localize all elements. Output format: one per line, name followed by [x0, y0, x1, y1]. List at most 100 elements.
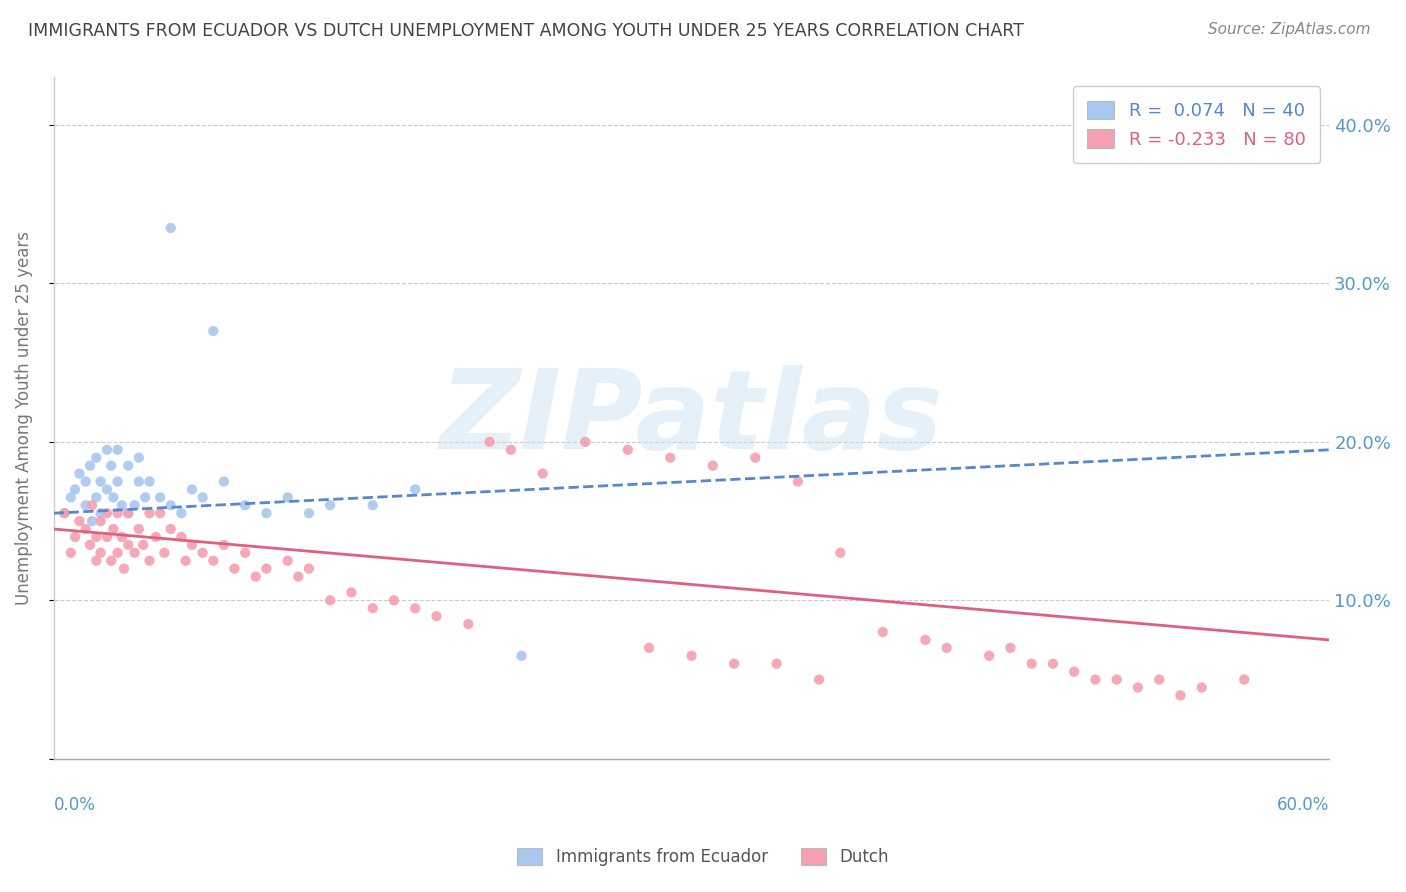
Point	[103, 522, 125, 536]
Point	[245, 569, 267, 583]
Point	[145, 530, 167, 544]
Point	[159, 522, 181, 536]
Point	[96, 442, 118, 457]
Point	[107, 546, 129, 560]
Point	[786, 475, 808, 489]
Point	[361, 498, 384, 512]
Point	[202, 324, 225, 338]
Point	[128, 522, 150, 536]
Point	[830, 546, 852, 560]
Point	[872, 625, 894, 640]
Point	[170, 530, 193, 544]
Point	[212, 538, 235, 552]
Point	[96, 506, 118, 520]
Point	[138, 475, 160, 489]
Point	[117, 506, 139, 520]
Point	[319, 498, 342, 512]
Point	[124, 546, 146, 560]
Point	[82, 514, 104, 528]
Point	[935, 640, 957, 655]
Point	[340, 585, 363, 599]
Point	[1000, 640, 1022, 655]
Point	[117, 506, 139, 520]
Point	[277, 491, 299, 505]
Text: 0.0%: 0.0%	[53, 797, 96, 814]
Point	[149, 506, 172, 520]
Point	[53, 506, 76, 520]
Point	[67, 467, 90, 481]
Point	[103, 491, 125, 505]
Point	[63, 530, 86, 544]
Point	[112, 561, 135, 575]
Point	[1063, 665, 1085, 679]
Point	[702, 458, 724, 473]
Point	[82, 498, 104, 512]
Point	[191, 546, 214, 560]
Text: 60.0%: 60.0%	[1277, 797, 1329, 814]
Point	[808, 673, 831, 687]
Text: Source: ZipAtlas.com: Source: ZipAtlas.com	[1208, 22, 1371, 37]
Point	[128, 450, 150, 465]
Point	[616, 442, 638, 457]
Point	[159, 221, 181, 235]
Point	[202, 554, 225, 568]
Point	[128, 475, 150, 489]
Point	[191, 491, 214, 505]
Point	[574, 434, 596, 449]
Point	[75, 475, 97, 489]
Point	[138, 554, 160, 568]
Point	[382, 593, 405, 607]
Point	[90, 475, 112, 489]
Point	[361, 601, 384, 615]
Point	[233, 498, 256, 512]
Legend: R =  0.074   N = 40, R = -0.233   N = 80: R = 0.074 N = 40, R = -0.233 N = 80	[1073, 87, 1320, 163]
Point	[117, 538, 139, 552]
Point	[425, 609, 447, 624]
Point	[100, 554, 122, 568]
Point	[107, 475, 129, 489]
Y-axis label: Unemployment Among Youth under 25 years: Unemployment Among Youth under 25 years	[15, 231, 32, 605]
Point	[86, 554, 108, 568]
Point	[1042, 657, 1064, 671]
Point	[86, 491, 108, 505]
Point	[212, 475, 235, 489]
Point	[254, 506, 277, 520]
Point	[59, 491, 82, 505]
Point	[319, 593, 342, 607]
Point	[638, 640, 661, 655]
Text: IMMIGRANTS FROM ECUADOR VS DUTCH UNEMPLOYMENT AMONG YOUTH UNDER 25 YEARS CORRELA: IMMIGRANTS FROM ECUADOR VS DUTCH UNEMPLO…	[28, 22, 1024, 40]
Point	[298, 561, 321, 575]
Point	[100, 458, 122, 473]
Point	[287, 569, 309, 583]
Point	[1147, 673, 1170, 687]
Point	[277, 554, 299, 568]
Point	[510, 648, 533, 663]
Point	[723, 657, 745, 671]
Point	[132, 538, 155, 552]
Point	[111, 530, 134, 544]
Point	[224, 561, 246, 575]
Point	[63, 483, 86, 497]
Point	[1126, 681, 1149, 695]
Point	[153, 546, 176, 560]
Point	[531, 467, 554, 481]
Point	[107, 506, 129, 520]
Point	[478, 434, 501, 449]
Point	[914, 632, 936, 647]
Point	[138, 506, 160, 520]
Point	[659, 450, 682, 465]
Point	[404, 483, 426, 497]
Point	[404, 601, 426, 615]
Point	[117, 458, 139, 473]
Point	[111, 498, 134, 512]
Point	[86, 450, 108, 465]
Point	[174, 554, 197, 568]
Point	[90, 546, 112, 560]
Point	[75, 522, 97, 536]
Point	[86, 530, 108, 544]
Point	[979, 648, 1001, 663]
Point	[1021, 657, 1043, 671]
Point	[67, 514, 90, 528]
Point	[181, 483, 204, 497]
Point	[75, 498, 97, 512]
